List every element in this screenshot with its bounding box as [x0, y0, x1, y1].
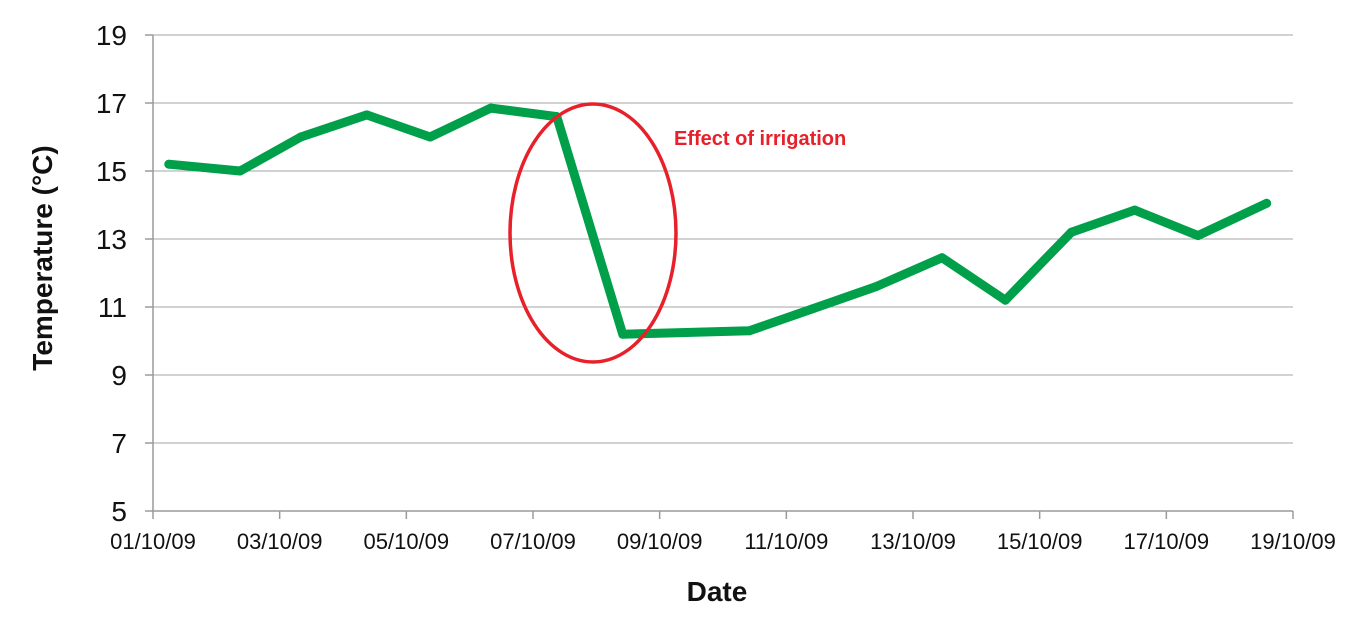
data-point [296, 132, 306, 142]
y-tick-label: 15 [96, 156, 127, 187]
data-point [1193, 231, 1203, 241]
y-tick-label: 13 [96, 224, 127, 255]
data-point [1000, 295, 1010, 305]
y-tick-label: 19 [96, 20, 127, 51]
data-point [235, 166, 245, 176]
x-tick-label: 03/10/09 [237, 529, 323, 554]
x-tick-label: 13/10/09 [870, 529, 956, 554]
x-tick-label: 17/10/09 [1124, 529, 1210, 554]
x-tick-labels: 01/10/09 03/10/09 05/10/09 07/10/09 09/10/09… [110, 529, 1336, 554]
x-tick-label: 05/10/09 [364, 529, 450, 554]
data-point [486, 103, 496, 113]
x-tick-label: 11/10/09 [744, 529, 828, 554]
data-point [744, 326, 754, 336]
data-points [164, 103, 1272, 339]
y-tick-label: 7 [111, 428, 127, 459]
temperature-series-line [164, 103, 1272, 339]
data-point [937, 253, 947, 263]
data-point [808, 304, 818, 314]
y-tick-label: 11 [98, 292, 127, 323]
x-axis-title: Date [687, 576, 748, 607]
x-tick-label: 15/10/09 [997, 529, 1083, 554]
gridlines [145, 34, 1294, 519]
data-point [681, 328, 691, 337]
data-point [425, 132, 435, 142]
data-point [1066, 227, 1076, 237]
data-point [1130, 205, 1140, 215]
data-point [871, 282, 881, 292]
x-tick-label: 09/10/09 [617, 529, 703, 554]
y-tick-label: 9 [111, 360, 127, 391]
data-point [362, 110, 372, 120]
annotation-label: Effect of irrigation [674, 128, 846, 150]
data-point [1262, 198, 1272, 208]
y-axis-title: Temperature (°C) [27, 145, 58, 370]
y-tick-labels: 5 7 9 11 13 15 17 19 [96, 20, 127, 527]
data-point [164, 159, 174, 169]
x-tick-label: 01/10/09 [110, 529, 196, 554]
x-tick-label: 07/10/09 [490, 529, 576, 554]
y-tick-label: 5 [111, 496, 127, 527]
y-tick-label: 17 [96, 88, 127, 119]
x-tick-label: 19/10/09 [1250, 529, 1336, 554]
data-point [618, 329, 628, 339]
annotation-ellipse [508, 102, 678, 364]
